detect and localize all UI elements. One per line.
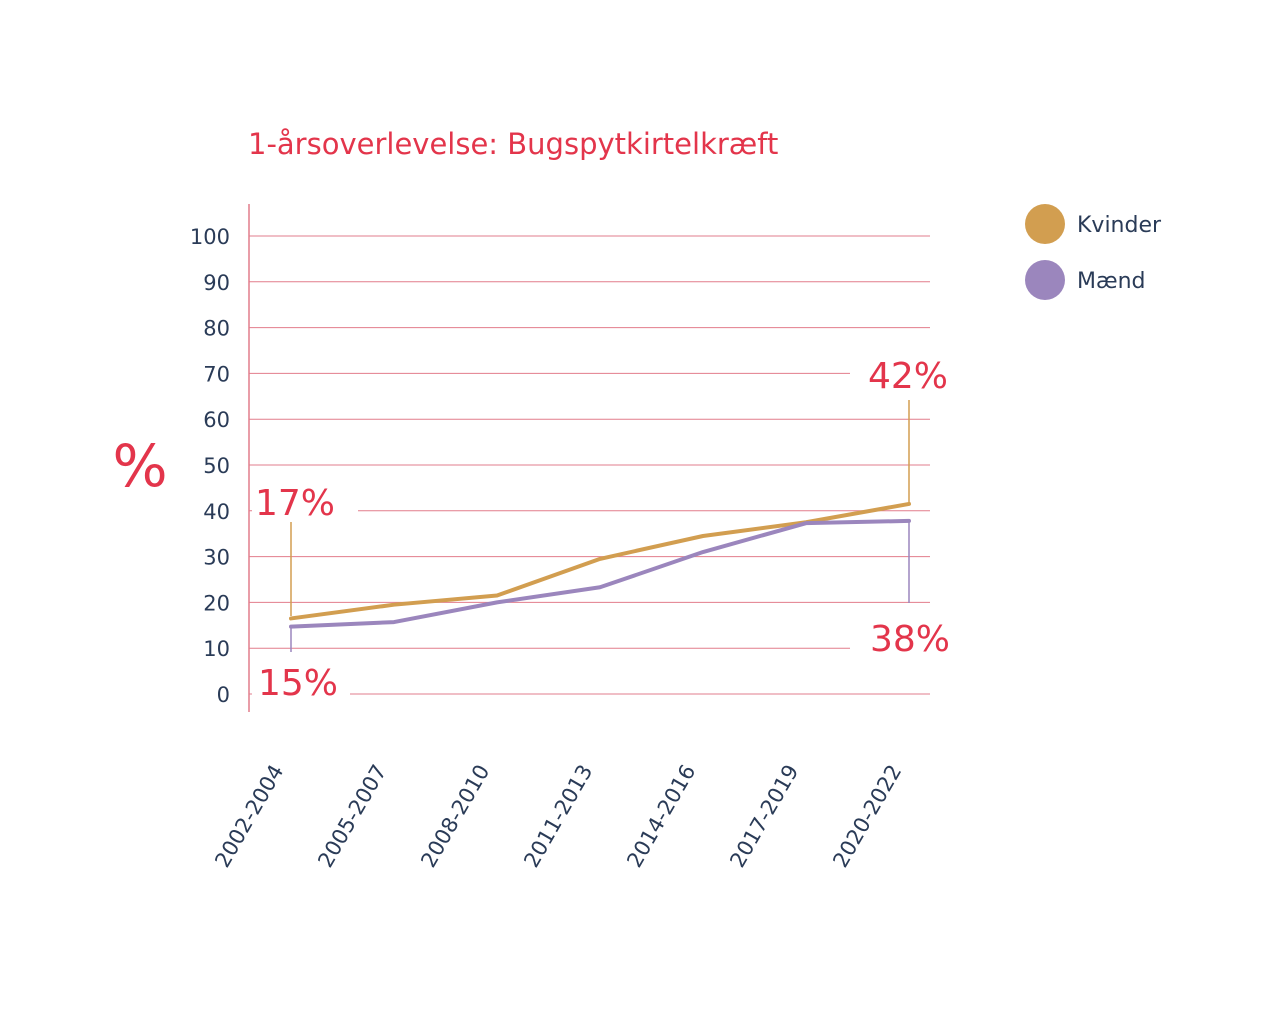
- legend-label: Mænd: [1077, 269, 1146, 294]
- y-tick-label: 70: [203, 362, 230, 386]
- grid: [248, 204, 930, 712]
- legend-label: Kvinder: [1077, 213, 1162, 238]
- series-line-m-nd: [289, 518, 911, 629]
- y-tick-label: 50: [203, 454, 230, 478]
- callout-label: 38%: [870, 619, 950, 660]
- callout-background: [850, 630, 935, 660]
- callout-label: 15%: [258, 663, 338, 704]
- legend-swatch: [1025, 204, 1065, 244]
- legend: Kvinder Mænd: [1025, 204, 1162, 300]
- y-tick-label: 40: [203, 500, 230, 524]
- y-tick-label: 60: [203, 408, 230, 432]
- x-tick-label: 2005-2007: [313, 761, 391, 872]
- y-axis-ticks: 0 10 20 30 40 50 60 70 80 90 100: [190, 225, 230, 707]
- x-tick-label: 2020-2022: [828, 761, 906, 872]
- x-tick-label: 2002-2004: [210, 761, 288, 872]
- y-axis-label: %: [112, 432, 167, 500]
- chart-title: 1-årsoverlevelse: Bugspytkirtelkræft: [248, 127, 778, 161]
- callout-label: 17%: [255, 483, 335, 524]
- y-tick-label: 90: [203, 271, 230, 295]
- series-lines: [289, 501, 911, 629]
- y-tick-label: 100: [190, 225, 230, 249]
- x-tick-label: 2008-2010: [416, 761, 494, 872]
- x-tick-label: 2017-2019: [725, 761, 803, 872]
- callout-background: [252, 500, 358, 520]
- y-tick-label: 0: [217, 683, 230, 707]
- annotations: 17% 15% 42% 38%: [252, 356, 950, 705]
- y-tick-label: 20: [203, 591, 230, 615]
- legend-swatch: [1025, 260, 1065, 300]
- x-tick-label: 2011-2013: [519, 761, 597, 872]
- y-tick-label: 30: [203, 546, 230, 570]
- y-tick-label: 10: [203, 637, 230, 661]
- x-axis-ticks: 2002-2004 2005-2007 2008-2010 2011-2013 2014…: [210, 761, 906, 872]
- callout-background: [252, 680, 350, 705]
- callout-label: 42%: [868, 356, 948, 397]
- callout-background: [850, 360, 935, 392]
- x-tick-label: 2014-2016: [622, 761, 700, 872]
- y-tick-label: 80: [203, 317, 230, 341]
